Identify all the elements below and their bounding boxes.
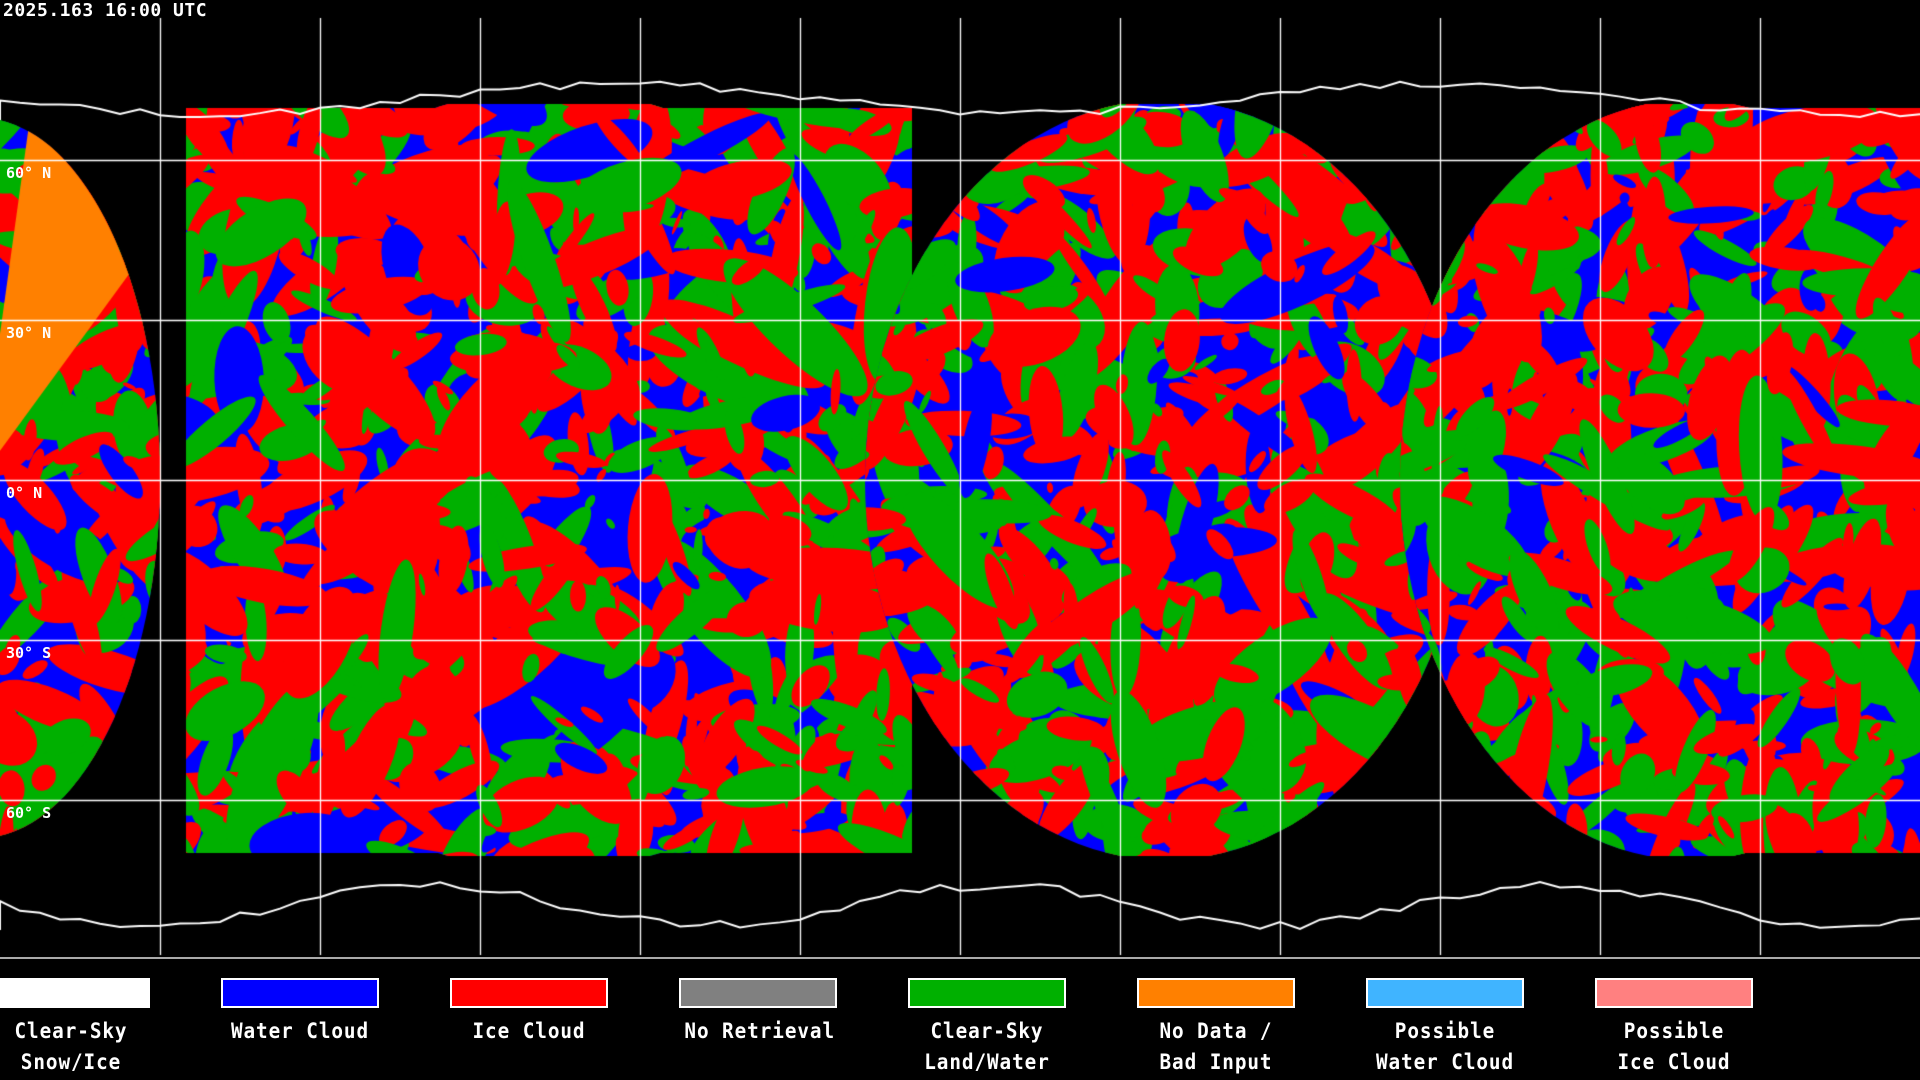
legend-label: Clear-Sky Snow/Ice <box>14 1019 128 1074</box>
legend-swatch <box>1594 977 1754 1009</box>
lat-label-30n: 30° N <box>6 324 52 342</box>
lat-label-60n: 60° N <box>6 164 52 182</box>
map-canvas <box>0 0 1920 957</box>
legend-swatch <box>1365 977 1525 1009</box>
legend-item: Clear-Sky Land/Water <box>907 977 1067 1078</box>
lat-label-30s: 30° S <box>6 644 52 662</box>
legend-swatch <box>0 977 151 1009</box>
legend-item: Possible Water Cloud <box>1365 977 1525 1078</box>
cloud-phase-map: 2025.163 16:00 UTC 60° N 30° N 0° N 30° … <box>0 0 1920 959</box>
legend-item: No Retrieval <box>678 977 838 1047</box>
legend-item: Possible Ice Cloud <box>1594 977 1754 1078</box>
legend-swatch <box>220 977 380 1009</box>
lat-label-0n: 0° N <box>6 484 43 502</box>
legend-label: Water Cloud <box>230 1019 370 1043</box>
legend-label: Possible Ice Cloud <box>1617 1019 1731 1074</box>
legend-swatch <box>1136 977 1296 1009</box>
legend-label: Ice Cloud <box>472 1019 586 1043</box>
legend-label: No Retrieval <box>684 1019 836 1043</box>
legend-swatch <box>678 977 838 1009</box>
timestamp-title: 2025.163 16:00 UTC <box>3 0 208 21</box>
legend-item: Ice Cloud <box>449 977 609 1047</box>
legend-item: Water Cloud <box>220 977 380 1047</box>
legend-item: Clear-Sky Snow/Ice <box>0 977 151 1078</box>
legend-label: No Data / Bad Input <box>1159 1019 1273 1074</box>
legend-label: Possible Water Cloud <box>1375 1019 1515 1074</box>
legend-swatch <box>449 977 609 1009</box>
lat-label-60s: 60° S <box>6 804 52 822</box>
legend-swatch <box>907 977 1067 1009</box>
legend-item: No Data / Bad Input <box>1136 977 1296 1078</box>
legend-label: Clear-Sky Land/Water <box>924 1019 1050 1074</box>
